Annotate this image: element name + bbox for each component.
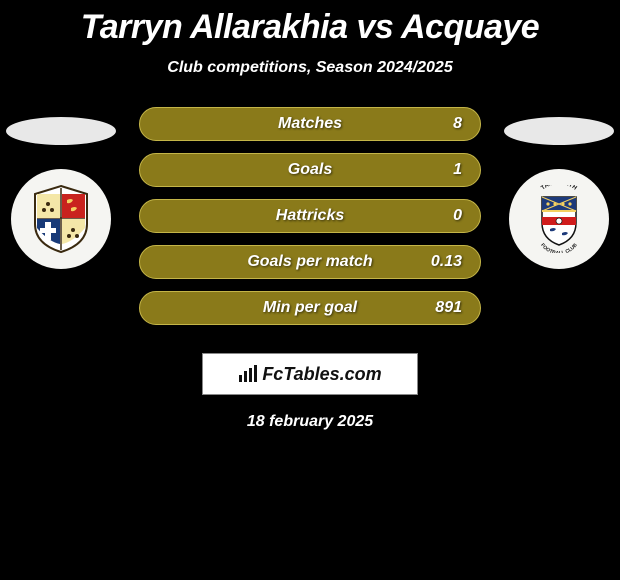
- stat-bar-matches: Matches 8: [139, 107, 481, 141]
- stat-value: 0: [453, 207, 462, 225]
- crest-top-text: TAMWORTH: [540, 185, 577, 192]
- stat-label: Hattricks: [276, 207, 344, 225]
- shield-icon: TAMWORTH FOOTBALL CLUB: [530, 185, 588, 253]
- left-column: [1, 107, 121, 269]
- brand-box[interactable]: FcTables.com: [202, 353, 418, 395]
- stat-value: 891: [435, 299, 462, 317]
- date-line: 18 february 2025: [0, 413, 620, 431]
- bar-chart-icon: [238, 365, 258, 383]
- stat-value: 8: [453, 115, 462, 133]
- shield-icon: [31, 184, 91, 254]
- stat-label: Goals: [288, 161, 332, 179]
- stat-value: 1: [453, 161, 462, 179]
- right-crest: TAMWORTH FOOTBALL CLUB: [509, 169, 609, 269]
- right-ellipse-placeholder: [504, 117, 614, 145]
- stat-bar-goals: Goals 1: [139, 153, 481, 187]
- svg-text:TAMWORTH: TAMWORTH: [540, 185, 577, 192]
- stat-label: Matches: [278, 115, 342, 133]
- stat-label: Goals per match: [247, 253, 372, 271]
- left-ellipse-placeholder: [6, 117, 116, 145]
- stat-bar-hattricks: Hattricks 0: [139, 199, 481, 233]
- right-column: TAMWORTH FOOTBALL CLUB: [499, 107, 619, 269]
- stat-value: 0.13: [431, 253, 462, 271]
- stat-label: Min per goal: [263, 299, 357, 317]
- stats-bars: Matches 8 Goals 1 Hattricks 0 Goals per …: [139, 107, 481, 325]
- stat-bar-mpg: Min per goal 891: [139, 291, 481, 325]
- page-title: Tarryn Allarakhia vs Acquaye: [0, 0, 620, 47]
- left-crest: [11, 169, 111, 269]
- brand-text: FcTables.com: [262, 364, 381, 385]
- stat-bar-gpm: Goals per match 0.13: [139, 245, 481, 279]
- subtitle: Club competitions, Season 2024/2025: [0, 59, 620, 77]
- main-row: Matches 8 Goals 1 Hattricks 0 Goals per …: [0, 107, 620, 325]
